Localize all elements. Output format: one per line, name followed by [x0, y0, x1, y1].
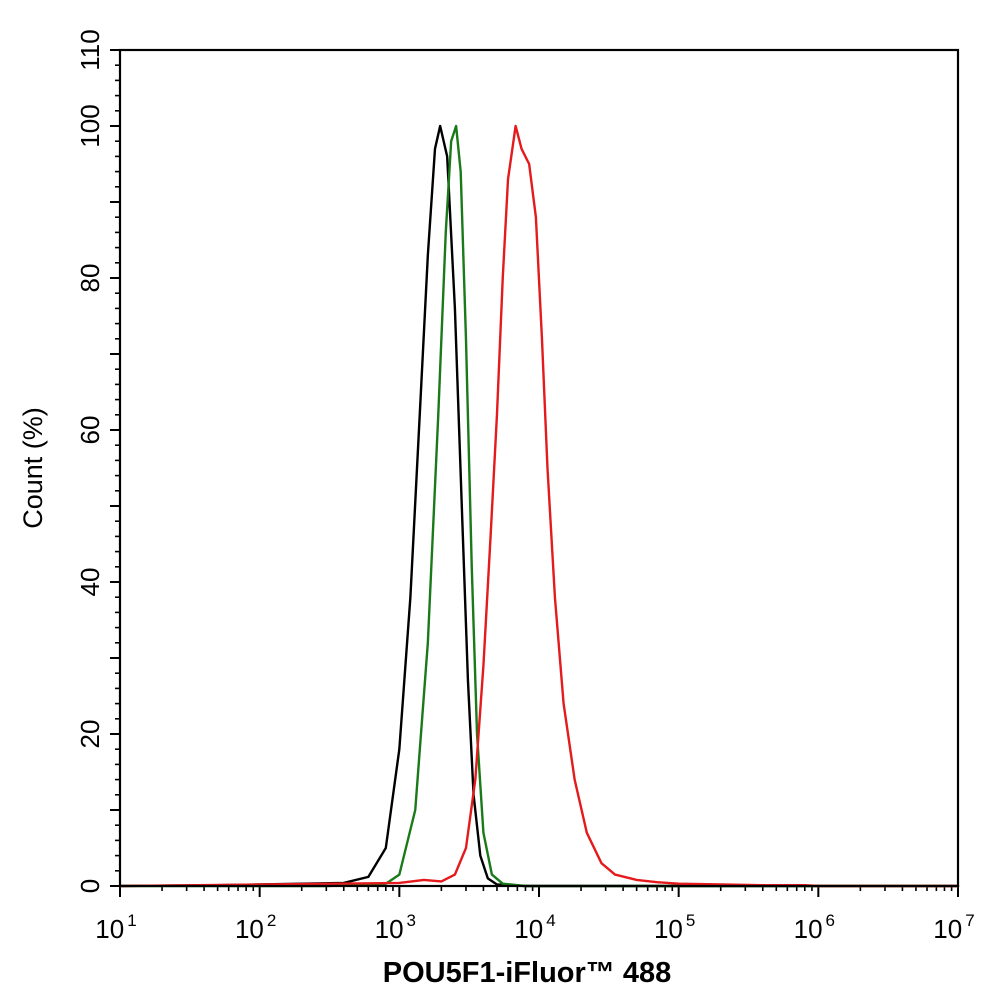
y-axis-title: Count (%): [18, 407, 48, 529]
y-tick-label: 60: [75, 416, 105, 445]
series-line-3: [118, 124, 960, 888]
series-line-1: [118, 124, 960, 888]
y-tick-label: 20: [75, 720, 105, 749]
x-tick-label: 10 7: [933, 911, 974, 944]
y-tick-label: 40: [75, 568, 105, 597]
x-tick-label: 10 3: [375, 911, 416, 944]
x-tick-label: 10 6: [794, 911, 835, 944]
y-tick-label: 80: [75, 264, 105, 293]
x-tick-label: 10 4: [514, 911, 555, 944]
x-tick-label: 10 1: [95, 911, 136, 944]
plot-frame: [118, 48, 960, 888]
y-tick-label: 100: [75, 104, 105, 147]
y-tick-label: 0: [75, 879, 105, 893]
x-axis-ticks: 10 1 10 2 10 3 10 4 10 5 10 6 10 7: [95, 886, 975, 944]
y-tick-label: 110: [75, 29, 105, 70]
x-axis-title: POU5F1-iFluor™ 488: [383, 957, 671, 989]
y-axis-ticks: 0 20 40 60 80 100 110: [75, 29, 120, 893]
x-tick-label: 10 5: [654, 911, 695, 944]
series-lines: [118, 124, 960, 888]
series-line-2: [118, 124, 960, 888]
x-tick-label: 10 2: [235, 911, 276, 944]
